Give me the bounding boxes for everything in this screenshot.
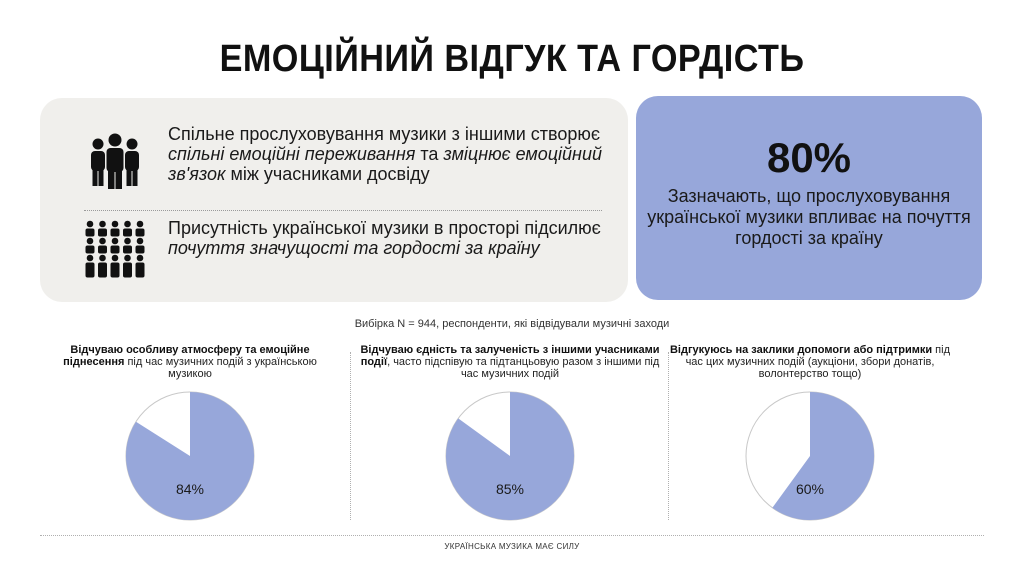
- crowd-icon: [85, 220, 145, 278]
- pride-percent: 80%: [766, 134, 852, 181]
- pie-value-slice: [772, 392, 874, 520]
- pie-value-slice: [446, 392, 574, 520]
- row-divider: [84, 210, 602, 211]
- pie-chart: 84%: [125, 391, 255, 521]
- pie-block-atmosphere: Відчуваю особливу атмосферу та емоційне …: [40, 344, 340, 534]
- pie-percent-label: 85%: [496, 481, 524, 497]
- insight-text-shared-listening: Спільне прослуховування музики з іншими …: [168, 124, 608, 184]
- footer-slogan: УКРАЇНСЬКА МУЗИКА МАЄ СИЛУ: [444, 542, 580, 551]
- pie-caption: Відгукуюсь на заклики допомоги або підтр…: [669, 344, 950, 380]
- pie-chart: 60%: [745, 391, 875, 521]
- insights-panel: Спільне прослуховування музики з іншими …: [40, 98, 628, 302]
- body-text: між учасниками досвіду: [225, 164, 430, 184]
- pie-block-unity: Відчуваю єдність та залученість з іншими…: [360, 344, 660, 534]
- pie-chart: 85%: [445, 391, 575, 521]
- pie-value-slice: [126, 392, 254, 520]
- insight-text-presence: Присутність української музики в простор…: [168, 218, 608, 258]
- pie-caption: Відчуваю особливу атмосферу та емоційне …: [63, 344, 317, 380]
- pie-caption: Відчуваю єдність та залученість з іншими…: [360, 344, 660, 380]
- emphasis-text: спільні емоційні переживання: [168, 144, 416, 164]
- body-text: та: [415, 144, 444, 164]
- pie-percent-label: 60%: [796, 481, 824, 497]
- pride-stat-card: 80% Зазначають, що прослуховування украї…: [636, 96, 982, 300]
- body-text: Присутність української музики в простор…: [168, 218, 601, 238]
- emphasis-text: почуття значущості та гордості за країну: [168, 238, 540, 258]
- pie-percent-label: 84%: [176, 481, 204, 497]
- footer-divider: [40, 535, 984, 536]
- group-people-icon: [91, 133, 139, 189]
- pride-description: Зазначають, що прослуховування українськ…: [647, 186, 971, 248]
- column-divider: [668, 352, 669, 520]
- body-text: Спільне прослуховування музики з іншими …: [168, 124, 601, 144]
- sample-note: Вибірка N = 944, респонденти, які відвід…: [354, 318, 670, 330]
- page-title: ЕМОЦІЙНИЙ ВІДГУК ТА ГОРДІСТЬ: [219, 38, 805, 80]
- pie-block-support: Відгукуюсь на заклики допомоги або підтр…: [660, 344, 960, 534]
- emphasis-text: зміцнює емоційний зв'язок: [168, 144, 602, 184]
- column-divider: [350, 352, 351, 520]
